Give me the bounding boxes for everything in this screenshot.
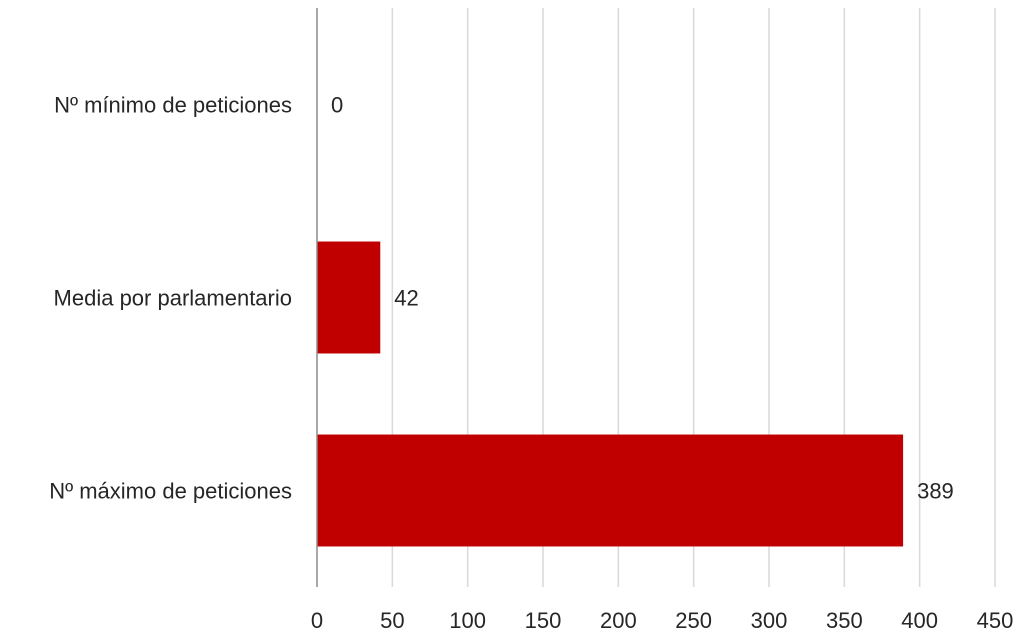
category-label-2: Nº máximo de peticiones bbox=[49, 479, 292, 504]
x-tick-label-0: 0 bbox=[311, 608, 323, 633]
category-label-1: Media por parlamentario bbox=[54, 286, 292, 311]
data-label-0: 0 bbox=[331, 93, 343, 118]
category-label-0: Nº mínimo de peticiones bbox=[54, 93, 292, 118]
x-tick-label-300: 300 bbox=[751, 608, 788, 633]
bars bbox=[317, 241, 904, 547]
x-tick-label-200: 200 bbox=[600, 608, 637, 633]
x-tick-label-450: 450 bbox=[977, 608, 1014, 633]
gridlines bbox=[391, 8, 996, 587]
x-tick-labels: 0 50 100 150 200 250 300 350 400 450 bbox=[311, 608, 1013, 633]
x-tick-label-50: 50 bbox=[380, 608, 404, 633]
x-tick-label-250: 250 bbox=[675, 608, 712, 633]
bar-1 bbox=[317, 241, 381, 354]
bar-2 bbox=[317, 434, 904, 547]
x-tick-label-150: 150 bbox=[525, 608, 562, 633]
data-label-2: 389 bbox=[917, 479, 954, 504]
x-tick-label-350: 350 bbox=[826, 608, 863, 633]
x-tick-label-400: 400 bbox=[901, 608, 938, 633]
data-label-1: 42 bbox=[394, 286, 418, 311]
x-tick-label-100: 100 bbox=[449, 608, 486, 633]
category-labels: Nº mínimo de peticiones Media por parlame… bbox=[49, 93, 292, 504]
data-labels: 0 42 389 bbox=[331, 93, 954, 504]
